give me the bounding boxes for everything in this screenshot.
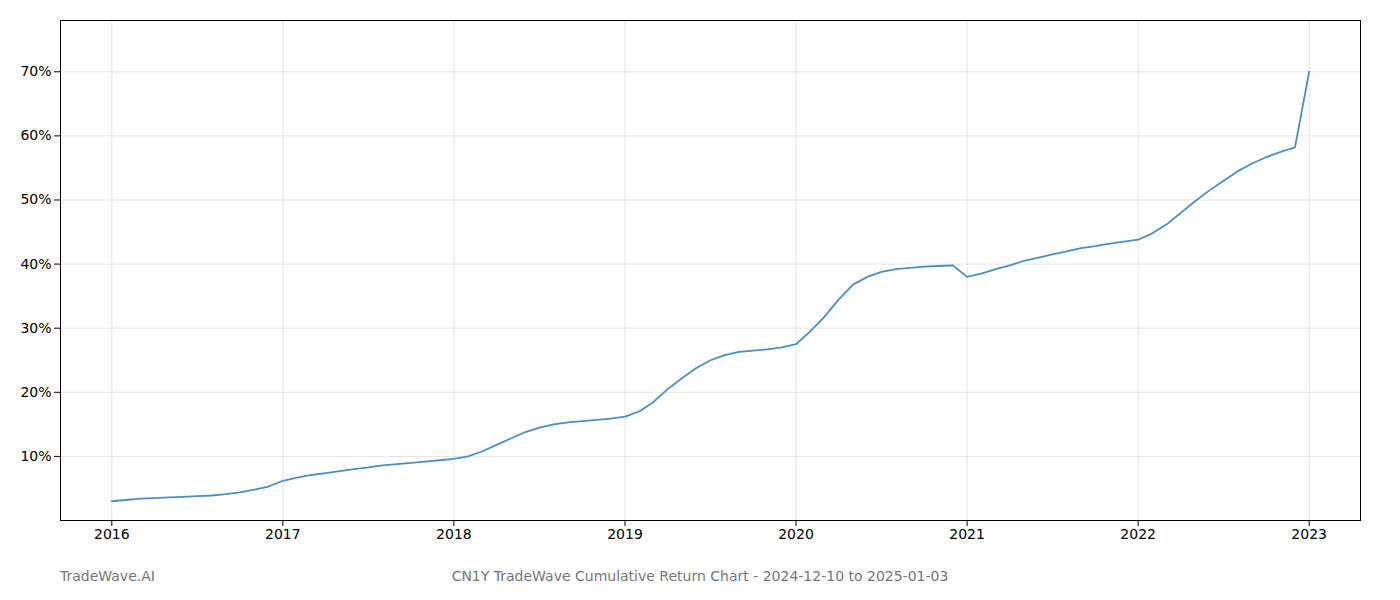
html-text:TradeWave.AI: TradeWave.AI xyxy=(60,568,155,584)
svg-text:2017: 2017 xyxy=(265,526,301,542)
html-text:CN1Y TradeWave Cumulative Retu: CN1Y TradeWave Cumulative Return Chart -… xyxy=(451,568,949,584)
svg-text:50%: 50% xyxy=(20,191,51,207)
svg-text:2018: 2018 xyxy=(436,526,472,542)
svg-text:2021: 2021 xyxy=(949,526,985,542)
svg-text:2019: 2019 xyxy=(607,526,643,542)
svg-text:60%: 60% xyxy=(20,127,51,143)
svg-text:70%: 70% xyxy=(20,63,51,79)
svg-text:2016: 2016 xyxy=(94,526,130,542)
svg-text:10%: 10% xyxy=(20,448,51,464)
svg-text:40%: 40% xyxy=(20,256,51,272)
svg-text:2022: 2022 xyxy=(1120,526,1156,542)
svg-text:20%: 20% xyxy=(20,384,51,400)
svg-text:2020: 2020 xyxy=(778,526,814,542)
svg-text:30%: 30% xyxy=(20,320,51,336)
svg-text:2023: 2023 xyxy=(1291,526,1327,542)
